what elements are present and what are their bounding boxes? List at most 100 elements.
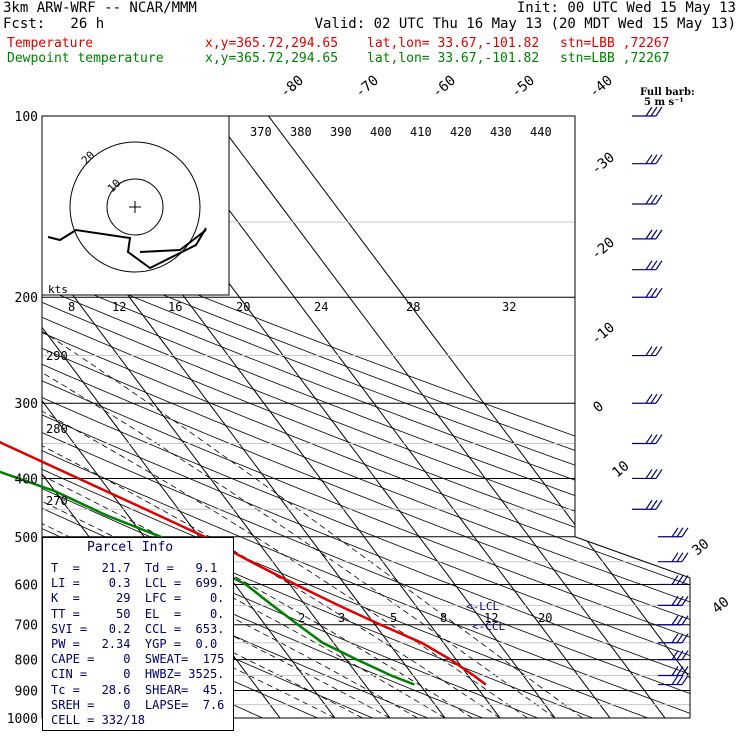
barb-legend-line2: 5 m s⁻¹ (644, 97, 684, 108)
mixing-ratio-label-lower: 5 (390, 611, 397, 625)
wind-barb (658, 527, 689, 538)
hodograph-trace-upper (139, 229, 207, 253)
isotherm-label: 10 (609, 458, 632, 481)
wind-barb (658, 666, 689, 677)
temperature-latlon: lat,lon= 33.67,-101.82 (367, 36, 540, 51)
isotherm-label: -10 (588, 320, 618, 349)
wind-barb (632, 393, 663, 404)
ccl-label: <-CCL (472, 620, 505, 633)
model-title: 3km ARW-WRF -- NCAR/MMM (3, 0, 197, 16)
pressure-tick-label: 800 (15, 654, 38, 669)
isotherm-label: 0 (590, 398, 607, 416)
wind-barb (658, 596, 689, 606)
isotherm-label: 40 (709, 594, 732, 617)
dry-adiabat (42, 116, 404, 718)
parcel-info-row: CELL = 332/18 (51, 713, 145, 727)
parcel-info-title: Parcel Info (87, 540, 174, 555)
mixing-ratio-label: 8 (68, 300, 75, 314)
dry-adiabat (42, 116, 690, 718)
isotherm-label: -40 (586, 73, 616, 102)
wind-barb (632, 229, 663, 240)
dry-adiabat (42, 116, 348, 718)
mixing-ratio-label: 16 (168, 300, 182, 314)
dry-adiabat (42, 116, 690, 718)
parcel-info-row: PW = 2.34 YGP = 0.0 (51, 637, 218, 651)
wind-barb (658, 633, 689, 644)
isotherm-label: -50 (508, 73, 538, 102)
wind-barb (632, 346, 663, 357)
isotherm-label: 30 (689, 536, 712, 559)
wind-barb (632, 469, 663, 480)
mixing-ratio-label: 24 (314, 300, 328, 314)
mixing-ratio-label-lower: 3 (338, 611, 345, 625)
isotherm-line (247, 116, 690, 718)
temperature-profile-line (0, 440, 487, 686)
parcel-info-row: LI = 0.3 LCL = 699. (51, 576, 225, 591)
barb-legend-line1: Full barb: (640, 87, 695, 98)
dewpoint-legend: Dewpoint temperature (7, 51, 164, 66)
isotherm-label: -30 (588, 150, 618, 179)
parcel-info-row: SREH = 0 LAPSE= 7.6 (51, 697, 225, 712)
pressure-tick-label: 500 (15, 531, 38, 546)
parcel-info-row: K = 29 LFC = 0. (51, 591, 225, 606)
dry-adiabat (42, 116, 683, 718)
wind-barb (658, 575, 689, 586)
pressure-tick-label: 400 (15, 472, 38, 487)
theta-label: 380 (290, 125, 312, 139)
mixing-ratio-label: 28 (406, 300, 420, 314)
wind-barb (658, 650, 689, 661)
wind-barb (658, 552, 689, 563)
moist-adiabat (42, 296, 336, 718)
theta-label: 430 (490, 125, 512, 139)
isotherm-label: -20 (588, 235, 618, 264)
isotherm-line (0, 88, 15, 730)
wind-barb (658, 675, 689, 686)
wind-barb (632, 194, 663, 205)
isotherm-label: -70 (352, 73, 382, 102)
pressure-tick-label: 900 (15, 684, 38, 699)
pressure-tick-label: 300 (15, 397, 38, 412)
temperature-xy: x,y=365.72,294.65 (205, 36, 339, 51)
moist-adiabat (42, 296, 528, 718)
wind-barb (658, 615, 689, 626)
mixing-ratio-label-lower: 2 (298, 611, 305, 625)
parcel-info-row: SVI = 0.2 CCL = 653. (51, 621, 225, 636)
temperature-legend: Temperature (7, 36, 94, 51)
wind-barb (632, 260, 663, 271)
mixing-ratio-label-lower: 8 (440, 611, 447, 625)
wind-barb (632, 154, 663, 165)
theta-label-left: 290 (46, 349, 68, 363)
mixing-ratio-label: 20 (236, 300, 250, 314)
pressure-tick-label: 600 (15, 578, 38, 593)
dry-adiabat (42, 116, 690, 718)
wind-barb (632, 106, 663, 117)
pressure-tick-label: 200 (15, 291, 38, 306)
isotherm-line (42, 116, 345, 718)
mixing-ratio-label: 32 (502, 300, 516, 314)
dewpoint-latlon: lat,lon= 33.67,-101.82 (367, 51, 540, 66)
wind-barb (632, 434, 663, 445)
mixing-ratio-label-lower: 12 (484, 611, 498, 625)
dry-adiabat (42, 116, 690, 718)
hodograph-units: kts (48, 283, 68, 296)
hodograph-ring-outer (69, 141, 201, 273)
theta-label: 410 (410, 125, 432, 139)
isotherm-line (42, 116, 400, 718)
parcel-info-row: CIN = 0 HWBZ= 3525. (51, 667, 225, 682)
mixing-ratio-label-lower: 20 (538, 611, 552, 625)
dewpoint-profile-line (0, 470, 415, 686)
parcel-info-row: Tc = 28.6 SHEAR= 45. (51, 682, 225, 697)
isotherm-label: -80 (277, 73, 307, 102)
pressure-tick-label: 700 (15, 619, 38, 634)
temperature-station: stn=LBB ,72267 (560, 36, 670, 51)
valid-time: Valid: 02 UTC Thu 16 May 13 (20 MDT Wed … (314, 16, 736, 32)
theta-label: 400 (370, 125, 392, 139)
theta-label-left: 270 (46, 494, 68, 508)
wind-barb (632, 287, 663, 298)
parcel-info-row: T = 21.7 Td = 9.1 (51, 561, 218, 575)
hodograph-ring-inner (106, 178, 164, 236)
isotherm-line (192, 116, 675, 718)
theta-label: 390 (330, 125, 352, 139)
